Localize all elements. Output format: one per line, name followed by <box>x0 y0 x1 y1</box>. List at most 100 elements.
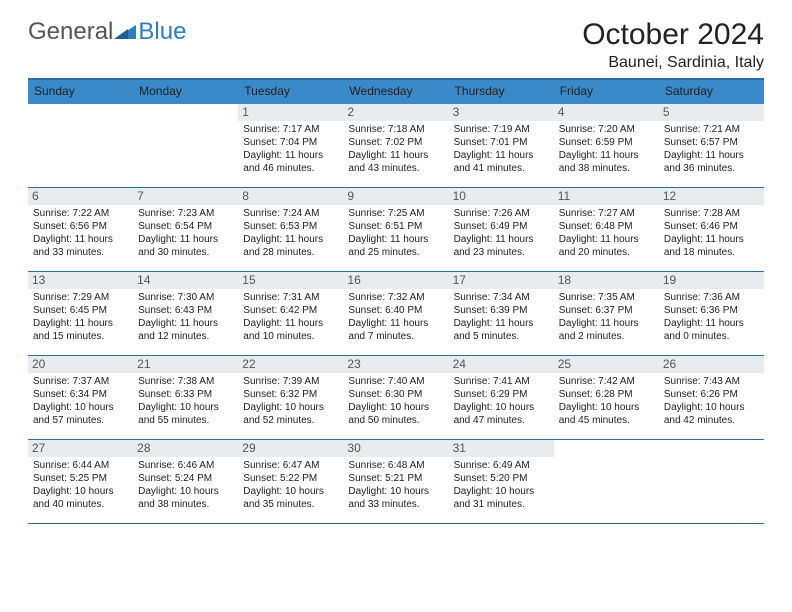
day-number: 7 <box>133 188 238 206</box>
day-number: 1 <box>238 104 343 122</box>
day-daylight1: Daylight: 11 hours <box>664 317 759 330</box>
day-daylight2: and 25 minutes. <box>348 246 443 259</box>
day-cell: 19Sunrise: 7:36 AMSunset: 6:36 PMDayligh… <box>659 272 764 355</box>
day-cell: 26Sunrise: 7:43 AMSunset: 6:26 PMDayligh… <box>659 356 764 439</box>
day-daylight2: and 35 minutes. <box>243 498 338 511</box>
day-number: 18 <box>554 272 659 290</box>
day-daylight2: and 33 minutes. <box>348 498 443 511</box>
day-sunset: Sunset: 6:33 PM <box>138 388 233 401</box>
day-sunrise: Sunrise: 7:40 AM <box>348 375 443 388</box>
day-cell: 2Sunrise: 7:18 AMSunset: 7:02 PMDaylight… <box>343 104 448 187</box>
day-daylight2: and 28 minutes. <box>243 246 338 259</box>
day-sunset: Sunset: 6:32 PM <box>243 388 338 401</box>
day-daylight1: Daylight: 11 hours <box>559 317 654 330</box>
day-number: 27 <box>28 440 133 458</box>
day-daylight1: Daylight: 10 hours <box>454 485 549 498</box>
day-sunset: Sunset: 6:37 PM <box>559 304 654 317</box>
day-cell: 23Sunrise: 7:40 AMSunset: 6:30 PMDayligh… <box>343 356 448 439</box>
day-daylight1: Daylight: 11 hours <box>348 233 443 246</box>
day-number: 29 <box>238 440 343 458</box>
day-daylight2: and 12 minutes. <box>138 330 233 343</box>
day-cell: 13Sunrise: 7:29 AMSunset: 6:45 PMDayligh… <box>28 272 133 355</box>
day-daylight1: Daylight: 11 hours <box>559 149 654 162</box>
day-cell: 5Sunrise: 7:21 AMSunset: 6:57 PMDaylight… <box>659 104 764 187</box>
day-sunrise: Sunrise: 7:30 AM <box>138 291 233 304</box>
day-sunrise: Sunrise: 7:27 AM <box>559 207 654 220</box>
day-cell: 24Sunrise: 7:41 AMSunset: 6:29 PMDayligh… <box>449 356 554 439</box>
day-daylight1: Daylight: 11 hours <box>348 149 443 162</box>
day-sunrise: Sunrise: 6:47 AM <box>243 459 338 472</box>
day-daylight1: Daylight: 11 hours <box>348 317 443 330</box>
calendar-page: General Blue October 2024 Baunei, Sardin… <box>0 0 792 534</box>
day-daylight1: Daylight: 10 hours <box>348 485 443 498</box>
day-daylight2: and 7 minutes. <box>348 330 443 343</box>
day-cell: 10Sunrise: 7:26 AMSunset: 6:49 PMDayligh… <box>449 188 554 271</box>
weekday-header: Tuesday <box>238 80 343 104</box>
day-sunrise: Sunrise: 7:23 AM <box>138 207 233 220</box>
day-daylight1: Daylight: 11 hours <box>243 233 338 246</box>
logo: General Blue <box>28 18 186 46</box>
day-sunrise: Sunrise: 7:19 AM <box>454 123 549 136</box>
weekday-header-row: SundayMondayTuesdayWednesdayThursdayFrid… <box>28 80 764 104</box>
day-daylight2: and 40 minutes. <box>33 498 128 511</box>
day-cell: 9Sunrise: 7:25 AMSunset: 6:51 PMDaylight… <box>343 188 448 271</box>
day-number: 17 <box>449 272 554 290</box>
day-daylight2: and 31 minutes. <box>454 498 549 511</box>
day-number: 8 <box>238 188 343 206</box>
day-cell: 11Sunrise: 7:27 AMSunset: 6:48 PMDayligh… <box>554 188 659 271</box>
day-daylight2: and 42 minutes. <box>664 414 759 427</box>
day-daylight1: Daylight: 11 hours <box>664 233 759 246</box>
day-cell: 12Sunrise: 7:28 AMSunset: 6:46 PMDayligh… <box>659 188 764 271</box>
day-daylight2: and 43 minutes. <box>348 162 443 175</box>
day-number: 9 <box>343 188 448 206</box>
weekday-header: Monday <box>133 80 238 104</box>
day-sunset: Sunset: 6:28 PM <box>559 388 654 401</box>
day-sunset: Sunset: 6:46 PM <box>664 220 759 233</box>
day-cell: 8Sunrise: 7:24 AMSunset: 6:53 PMDaylight… <box>238 188 343 271</box>
day-sunset: Sunset: 6:56 PM <box>33 220 128 233</box>
day-cell: 20Sunrise: 7:37 AMSunset: 6:34 PMDayligh… <box>28 356 133 439</box>
day-sunset: Sunset: 5:25 PM <box>33 472 128 485</box>
day-daylight1: Daylight: 11 hours <box>559 233 654 246</box>
day-sunset: Sunset: 6:57 PM <box>664 136 759 149</box>
day-sunset: Sunset: 6:59 PM <box>559 136 654 149</box>
day-sunset: Sunset: 6:26 PM <box>664 388 759 401</box>
day-sunset: Sunset: 6:30 PM <box>348 388 443 401</box>
day-number: 2 <box>343 104 448 122</box>
day-cell <box>554 440 659 523</box>
day-number: 21 <box>133 356 238 374</box>
day-sunrise: Sunrise: 7:28 AM <box>664 207 759 220</box>
day-sunrise: Sunrise: 7:32 AM <box>348 291 443 304</box>
day-daylight1: Daylight: 10 hours <box>454 401 549 414</box>
day-cell: 14Sunrise: 7:30 AMSunset: 6:43 PMDayligh… <box>133 272 238 355</box>
day-sunrise: Sunrise: 7:21 AM <box>664 123 759 136</box>
week-row: 20Sunrise: 7:37 AMSunset: 6:34 PMDayligh… <box>28 356 764 440</box>
day-sunset: Sunset: 6:51 PM <box>348 220 443 233</box>
day-number: 23 <box>343 356 448 374</box>
day-sunrise: Sunrise: 7:22 AM <box>33 207 128 220</box>
day-daylight2: and 33 minutes. <box>33 246 128 259</box>
day-sunrise: Sunrise: 7:39 AM <box>243 375 338 388</box>
day-sunset: Sunset: 6:49 PM <box>454 220 549 233</box>
day-sunrise: Sunrise: 7:31 AM <box>243 291 338 304</box>
day-daylight2: and 15 minutes. <box>33 330 128 343</box>
day-cell: 25Sunrise: 7:42 AMSunset: 6:28 PMDayligh… <box>554 356 659 439</box>
day-sunset: Sunset: 5:24 PM <box>138 472 233 485</box>
day-cell <box>659 440 764 523</box>
day-daylight1: Daylight: 10 hours <box>138 485 233 498</box>
day-number: 15 <box>238 272 343 290</box>
day-number: 30 <box>343 440 448 458</box>
day-sunrise: Sunrise: 7:26 AM <box>454 207 549 220</box>
logo-text-blue: Blue <box>138 18 186 46</box>
day-sunrise: Sunrise: 7:41 AM <box>454 375 549 388</box>
day-sunset: Sunset: 7:02 PM <box>348 136 443 149</box>
day-daylight2: and 20 minutes. <box>559 246 654 259</box>
day-daylight1: Daylight: 10 hours <box>559 401 654 414</box>
day-daylight2: and 2 minutes. <box>559 330 654 343</box>
day-daylight1: Daylight: 11 hours <box>33 317 128 330</box>
day-sunrise: Sunrise: 7:18 AM <box>348 123 443 136</box>
day-sunrise: Sunrise: 6:48 AM <box>348 459 443 472</box>
day-sunset: Sunset: 6:40 PM <box>348 304 443 317</box>
day-daylight1: Daylight: 10 hours <box>138 401 233 414</box>
day-daylight1: Daylight: 10 hours <box>243 485 338 498</box>
